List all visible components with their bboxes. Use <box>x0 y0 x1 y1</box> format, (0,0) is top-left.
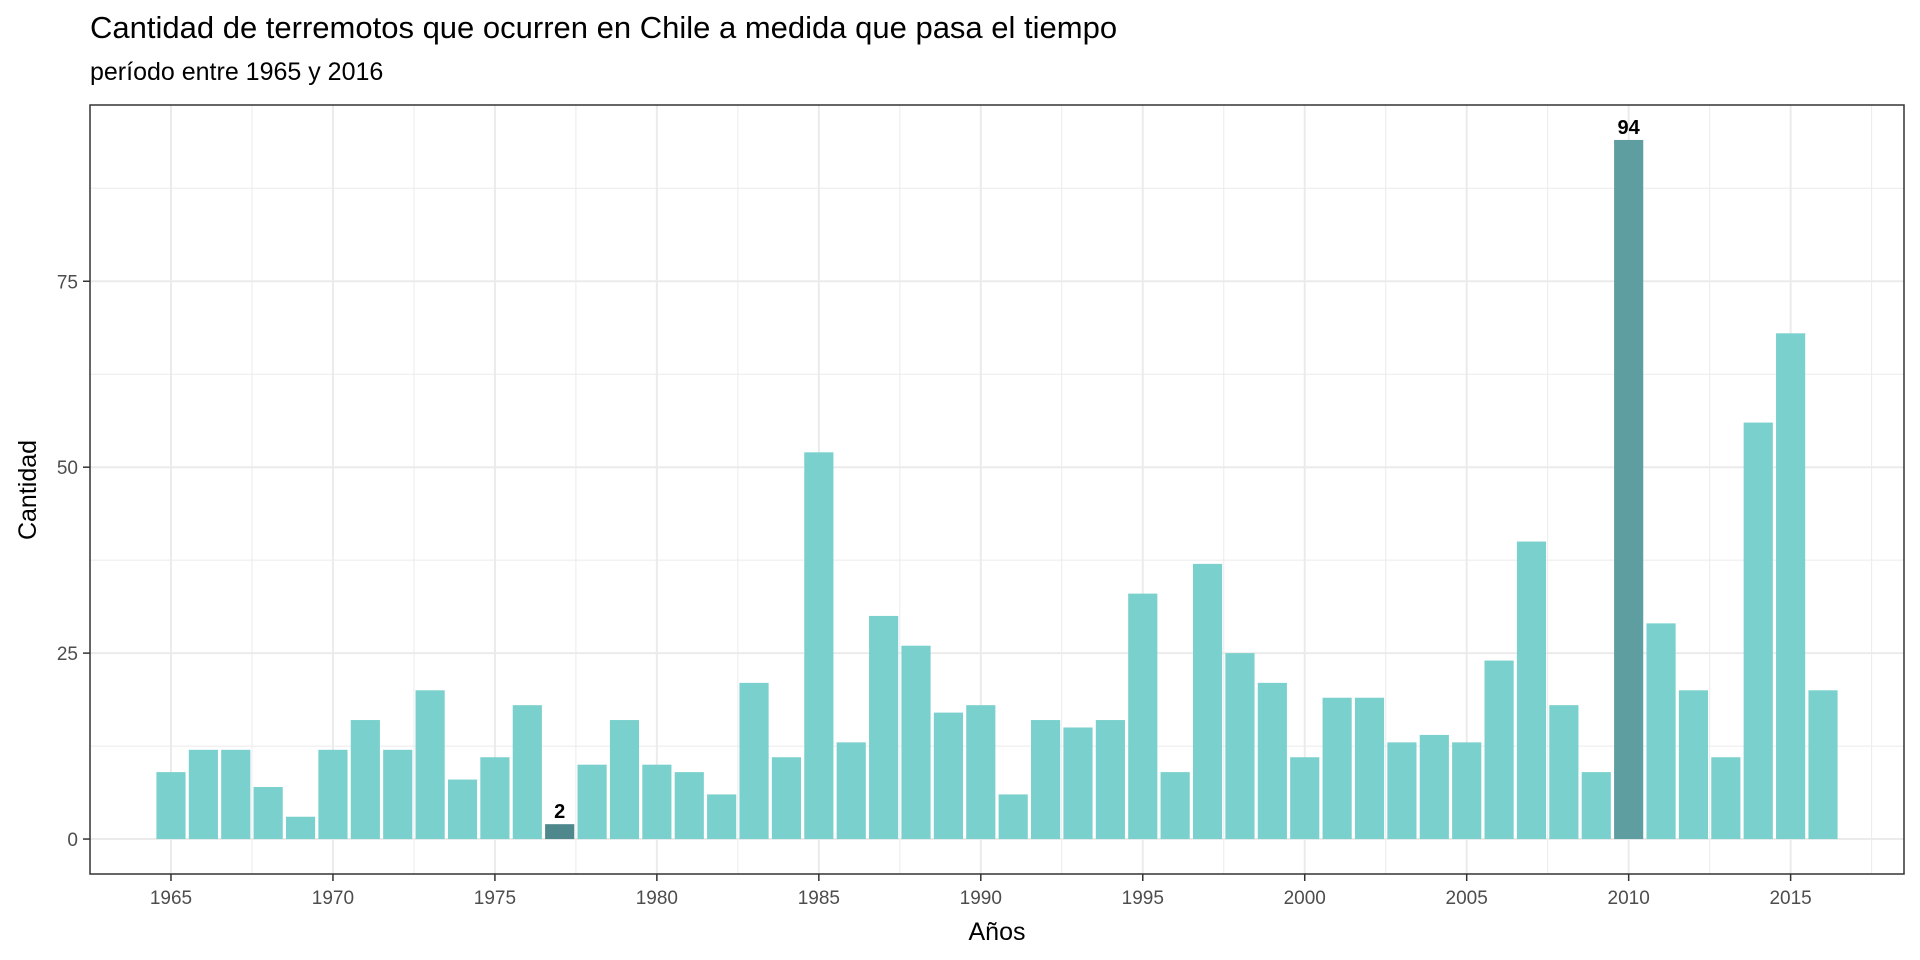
x-tick-label-1980: 1980 <box>636 888 678 909</box>
bar-1988 <box>901 645 931 840</box>
bar-1965 <box>156 772 186 840</box>
bar-2001 <box>1322 697 1352 840</box>
bar-1982 <box>707 794 737 840</box>
bar-1990 <box>966 705 996 840</box>
axes: 1965 1970 1975 1980 1985 1990 1995 2000 2005 2010… <box>57 272 1812 909</box>
bar-2014 <box>1743 422 1773 840</box>
bar-1995 <box>1128 593 1158 840</box>
bar-2003 <box>1387 742 1417 840</box>
bar-1977 <box>545 824 575 840</box>
bar-2015 <box>1776 333 1806 840</box>
bar-1967 <box>221 749 251 840</box>
bar-1969 <box>285 816 316 840</box>
bar-1996 <box>1160 772 1190 840</box>
bar-1986 <box>836 742 866 840</box>
y-tick-label-0: 0 <box>67 830 78 851</box>
bar-1983 <box>739 682 769 840</box>
bar-1980 <box>642 764 672 840</box>
bar-1978 <box>577 764 607 840</box>
bars <box>156 139 1838 840</box>
chart-subtitle: período entre 1965 y 2016 <box>90 58 384 86</box>
bar-2009 <box>1581 772 1611 840</box>
x-axis-title: Años <box>969 918 1026 946</box>
chart-title: Cantidad de terremotos que ocurren en Ch… <box>90 10 1118 45</box>
bar-1974 <box>447 779 478 840</box>
x-tick-label-2015: 2015 <box>1769 888 1811 909</box>
bar-2013 <box>1711 757 1741 840</box>
bar-2012 <box>1678 690 1709 840</box>
bar-1981 <box>674 772 704 840</box>
bar-1998 <box>1225 653 1255 840</box>
bar-1987 <box>869 615 899 840</box>
y-axis-title: Cantidad <box>14 440 42 540</box>
bar-1968 <box>253 786 283 840</box>
bar-1970 <box>318 749 348 840</box>
bar-1976 <box>512 705 542 840</box>
panel-border <box>89 104 1905 875</box>
bar-1991 <box>998 794 1028 840</box>
bar-1975 <box>480 757 510 840</box>
bar-2007 <box>1516 541 1547 840</box>
bar-2008 <box>1549 705 1579 840</box>
y-tick-label-50: 50 <box>57 458 78 479</box>
bar-2010 <box>1614 139 1644 840</box>
bar-1973 <box>415 690 445 840</box>
x-tick-label-1995: 1995 <box>1122 888 1164 909</box>
data-labels: 2 94 <box>554 117 1641 823</box>
data-label-1977: 2 <box>554 801 565 823</box>
bar-2000 <box>1290 757 1320 840</box>
x-tick-label-1975: 1975 <box>474 888 516 909</box>
x-tick-label-1965: 1965 <box>150 888 192 909</box>
bar-1966 <box>188 749 218 840</box>
bar-1979 <box>609 720 640 840</box>
x-tick-label-2010: 2010 <box>1608 888 1650 909</box>
bar-2005 <box>1452 742 1482 840</box>
bar-1997 <box>1192 563 1223 840</box>
bar-1971 <box>350 720 380 840</box>
bar-1994 <box>1095 720 1125 840</box>
x-tick-label-2005: 2005 <box>1446 888 1488 909</box>
bar-1972 <box>383 749 413 840</box>
bar-1985 <box>804 452 834 840</box>
y-tick-label-75: 75 <box>57 272 78 293</box>
x-tick-label-2000: 2000 <box>1284 888 1326 909</box>
x-tick-label-1970: 1970 <box>312 888 354 909</box>
bar-2002 <box>1354 697 1385 840</box>
bar-1999 <box>1257 682 1287 840</box>
x-tick-label-1985: 1985 <box>798 888 840 909</box>
data-label-2010: 94 <box>1618 117 1641 139</box>
y-tick-label-25: 25 <box>57 644 78 665</box>
bar-2004 <box>1419 734 1449 840</box>
x-tick-label-1990: 1990 <box>960 888 1002 909</box>
bar-1984 <box>771 757 802 840</box>
bar-2011 <box>1646 623 1676 840</box>
bar-2006 <box>1484 660 1514 840</box>
bar-1989 <box>933 712 963 840</box>
bar-1993 <box>1063 727 1093 840</box>
bar-2016 <box>1808 690 1838 840</box>
bar-1992 <box>1031 720 1061 840</box>
